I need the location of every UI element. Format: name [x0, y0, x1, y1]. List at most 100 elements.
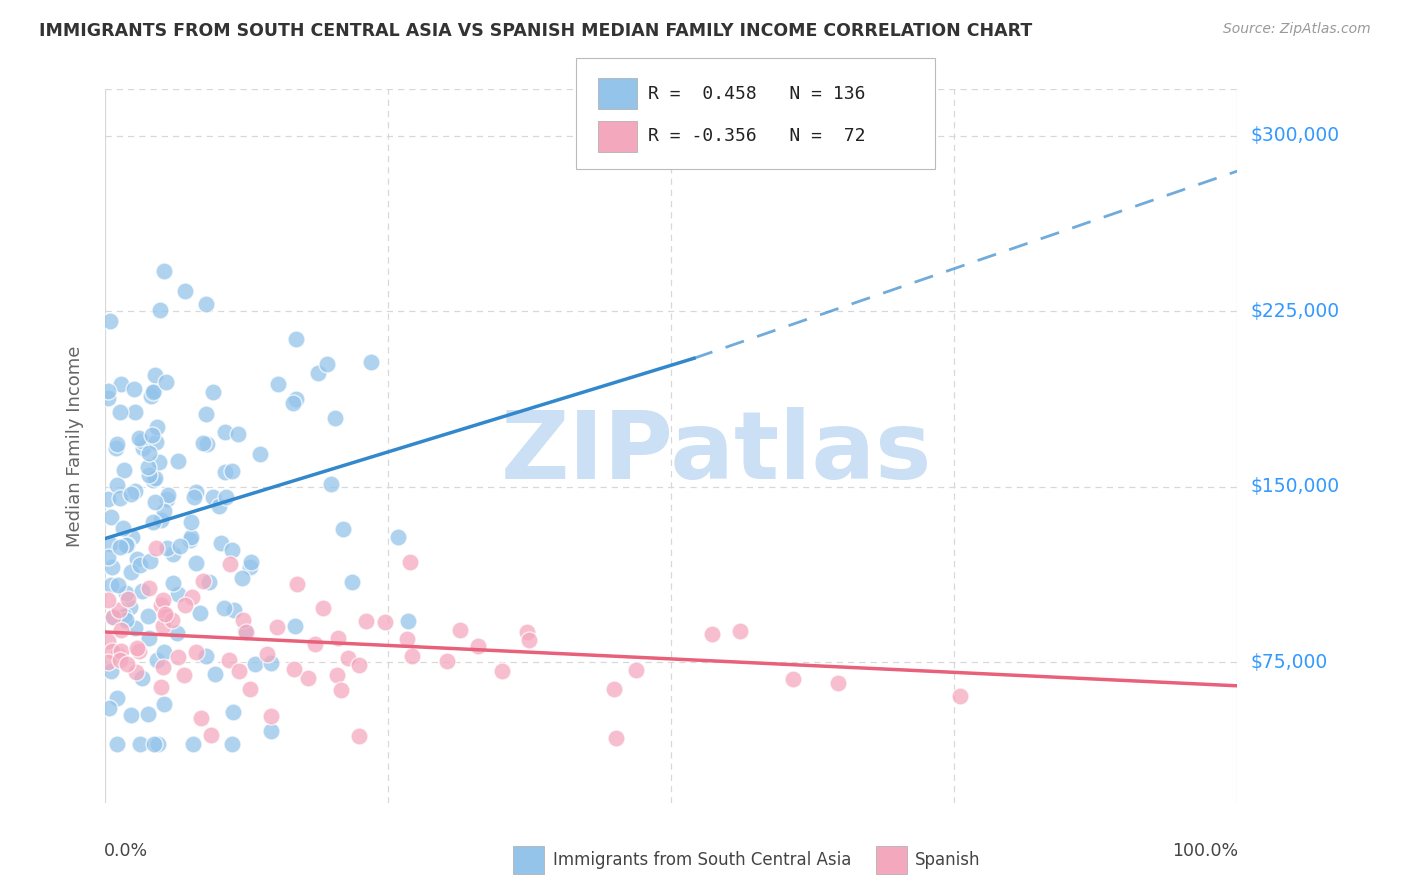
Point [98, 537, 121, 551]
Point [201, 385, 224, 400]
Point [297, 671, 319, 685]
Point [138, 467, 160, 482]
Point [259, 656, 281, 670]
Point [222, 705, 245, 719]
Point [195, 297, 218, 311]
Point [231, 571, 253, 585]
Point [398, 555, 420, 569]
Point [319, 477, 342, 491]
Point [105, 442, 128, 456]
Point [121, 530, 143, 544]
Point [233, 624, 256, 639]
Point [491, 664, 513, 678]
Point [141, 385, 163, 400]
Point [387, 530, 409, 544]
Point [155, 375, 177, 389]
Point [101, 644, 124, 658]
Point [195, 648, 218, 663]
Point [115, 586, 138, 600]
Point [108, 491, 131, 505]
Point [181, 737, 204, 751]
Point [97, 384, 120, 398]
Point [603, 681, 626, 696]
Point [105, 737, 128, 751]
Point [115, 613, 138, 627]
Point [149, 598, 172, 612]
Point [142, 473, 165, 487]
Point [131, 434, 153, 449]
Point [204, 666, 226, 681]
Text: 100.0%: 100.0% [1173, 842, 1239, 860]
Point [97, 491, 120, 506]
Text: ZIPatlas: ZIPatlas [501, 407, 932, 500]
Point [117, 591, 139, 606]
Text: Spanish: Spanish [915, 851, 981, 869]
Point [193, 435, 215, 450]
Point [284, 618, 307, 632]
Point [108, 602, 131, 616]
Point [138, 581, 160, 595]
Point [162, 547, 184, 561]
Point [143, 495, 166, 509]
Point [141, 427, 163, 442]
Point [153, 645, 176, 659]
Point [107, 578, 129, 592]
Point [124, 484, 146, 499]
Point [326, 668, 349, 682]
Point [156, 491, 179, 506]
Point [827, 676, 849, 690]
Point [124, 621, 146, 635]
Point [180, 530, 202, 544]
Point [153, 263, 176, 277]
Point [145, 420, 167, 434]
Point [212, 600, 235, 615]
Point [240, 555, 263, 569]
Point [356, 614, 378, 628]
Point [120, 708, 142, 723]
Point [152, 592, 174, 607]
Point [153, 504, 176, 518]
Point [174, 284, 197, 298]
Point [167, 587, 190, 601]
Point [281, 395, 304, 409]
Point [97, 549, 120, 564]
Point [166, 626, 188, 640]
Point [267, 376, 290, 391]
Point [260, 709, 283, 723]
Point [396, 615, 419, 629]
Point [145, 541, 167, 555]
Point [179, 533, 201, 547]
Point [110, 376, 132, 391]
Point [436, 655, 458, 669]
Point [125, 665, 148, 679]
Point [191, 574, 214, 588]
Point [128, 431, 150, 445]
Point [449, 623, 471, 637]
Point [347, 729, 370, 743]
Point [260, 723, 283, 738]
Point [160, 614, 183, 628]
Point [284, 392, 307, 407]
Point [141, 389, 163, 403]
Point [114, 463, 136, 477]
Point [101, 610, 124, 624]
Text: Source: ZipAtlas.com: Source: ZipAtlas.com [1223, 22, 1371, 37]
Text: R =  0.458   N = 136: R = 0.458 N = 136 [648, 85, 866, 103]
Point [149, 513, 172, 527]
Point [143, 737, 166, 751]
Point [110, 644, 132, 658]
Point [218, 653, 240, 667]
Point [98, 314, 121, 328]
Point [347, 657, 370, 672]
Point [174, 599, 197, 613]
Point [624, 663, 647, 677]
Text: Immigrants from South Central Asia: Immigrants from South Central Asia [553, 851, 851, 869]
Text: $75,000: $75,000 [1251, 653, 1329, 672]
Point [194, 408, 217, 422]
Point [127, 640, 149, 655]
Point [316, 358, 339, 372]
Point [200, 728, 222, 742]
Point [516, 625, 538, 640]
Point [209, 536, 232, 550]
Point [190, 710, 212, 724]
